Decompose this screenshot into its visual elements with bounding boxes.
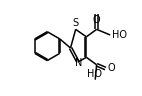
Text: HO: HO bbox=[87, 69, 102, 79]
Text: O: O bbox=[107, 63, 115, 73]
Text: N: N bbox=[75, 58, 82, 68]
Text: S: S bbox=[72, 18, 78, 28]
Text: HO: HO bbox=[112, 30, 127, 40]
Text: O: O bbox=[93, 15, 100, 25]
